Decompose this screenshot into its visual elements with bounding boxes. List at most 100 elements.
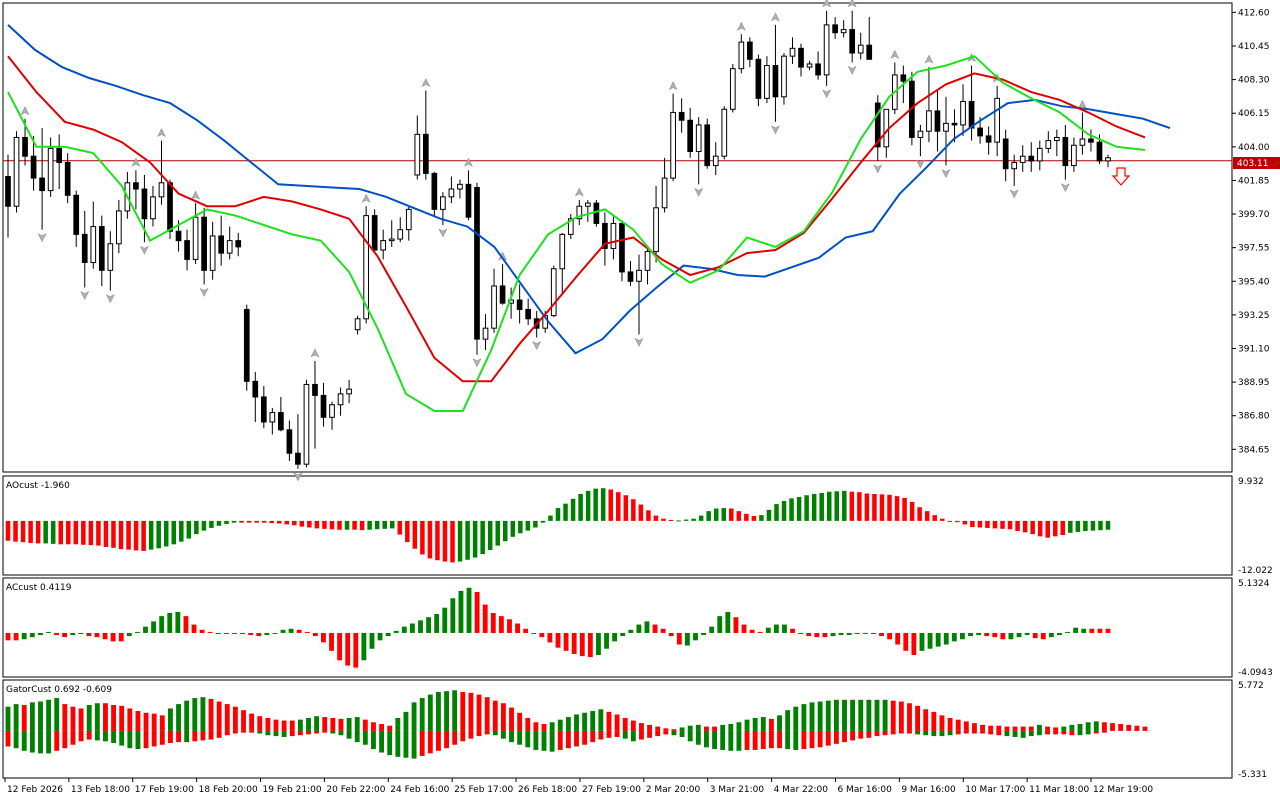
fractal-up-marker [924, 54, 934, 64]
ao-bar [631, 499, 636, 521]
gator-upper-bar [1101, 722, 1107, 731]
ao-bar [442, 520, 448, 562]
ao-bar [209, 520, 214, 528]
gator-upper-bar [38, 701, 43, 731]
candle-body [474, 186, 480, 340]
ao-bar [879, 494, 885, 521]
gator-lower-bar [1028, 730, 1034, 737]
gator-upper-bar [671, 729, 677, 731]
gator-lower-bar [362, 730, 368, 745]
candle-body [934, 110, 941, 132]
ac-bar [183, 616, 189, 633]
gator-lower-bar [135, 730, 141, 750]
ao-bar [405, 520, 410, 543]
gator-lower-bar [371, 730, 376, 750]
ac-bar [1024, 632, 1030, 636]
candle-body [22, 136, 28, 157]
ac-bar [401, 626, 407, 633]
price-tick-label: 397.55 [1238, 244, 1270, 254]
gator-upper-bar [639, 723, 644, 731]
gator-lower-bar [103, 730, 108, 742]
gator-upper-bar [533, 722, 539, 731]
time-tick-label: 18 Feb 20:00 [199, 785, 258, 795]
gator-lower-bar [241, 730, 246, 733]
candle-body [619, 222, 625, 273]
ac-histogram [5, 587, 1111, 668]
gator-lower-bar [232, 730, 238, 734]
main-price-panel[interactable] [2, 2, 1233, 473]
ao-bar [5, 520, 11, 541]
time-tick-label: 19 Feb 21:00 [263, 785, 322, 795]
candle-body [371, 215, 378, 251]
gator-lower-bar [630, 730, 636, 742]
ao-bar [450, 520, 455, 563]
ao-bar [977, 520, 983, 528]
ac-bar [644, 621, 650, 633]
gator-upper-bar [606, 711, 612, 731]
candle-body [218, 235, 225, 254]
gator-lower-bar [842, 730, 847, 743]
gator-upper-bar [768, 718, 774, 731]
gator-lower-bar [395, 730, 401, 757]
candle-body [1019, 155, 1026, 163]
gator-lower-bar [5, 730, 11, 747]
ao-bar [691, 518, 696, 521]
fractal-up-marker [668, 81, 678, 91]
gator-upper-bar [793, 706, 799, 731]
ao-bar [510, 520, 516, 537]
gator-lower-bar [679, 730, 685, 737]
gator-lower-bar [517, 730, 523, 745]
candle-body [201, 216, 207, 271]
ao-bar [88, 520, 94, 546]
ao-bar [955, 520, 960, 523]
gator-lower-bar [338, 730, 344, 736]
gator-lower-bar [890, 730, 896, 735]
fractal-up-marker [131, 157, 141, 167]
candle-body [755, 58, 762, 99]
ac-bar [409, 623, 415, 633]
gator-upper-bar [379, 723, 385, 731]
candle-body [951, 122, 958, 126]
ac-panel[interactable] [2, 577, 1233, 678]
ma-line-lime [7, 55, 1146, 412]
gator-label: GatorCust 0.692 -0.609 [6, 685, 112, 695]
gator-upper-bar [655, 726, 661, 731]
ac-bar [782, 624, 787, 633]
fractal-down-marker [694, 187, 704, 197]
gator-upper-bar [833, 699, 839, 731]
candle-body [806, 63, 813, 68]
ac-bar [798, 632, 804, 635]
gator-upper-bar [874, 699, 880, 731]
ao-bar [683, 519, 689, 521]
ac-bar [911, 632, 917, 656]
ao-bar [1060, 520, 1066, 536]
ac-bar [1032, 632, 1038, 639]
ao-bar [1007, 520, 1013, 530]
ac-bar [830, 632, 836, 637]
ac-bar [725, 611, 731, 633]
gator-lower-bar [29, 730, 35, 753]
ao-bar [804, 495, 809, 521]
gator-lower-bar [184, 730, 190, 743]
ao-bar [133, 520, 139, 551]
candle-body [1028, 155, 1035, 162]
candle-body [661, 177, 668, 209]
gator-lower-bar [216, 730, 222, 738]
ao-bar [246, 520, 252, 523]
ao-bar [329, 520, 335, 530]
main-plot-layer [3, 0, 1232, 482]
ao-bar [50, 520, 56, 544]
ao-bar [111, 520, 116, 548]
ac-bar [393, 630, 399, 633]
gator-lower-bar [955, 730, 961, 735]
gator-upper-bar [452, 690, 458, 731]
gator-upper-bar [574, 714, 579, 731]
gator-upper-bar [46, 699, 52, 731]
gator-lower-bar [858, 730, 864, 739]
ao-bar [600, 488, 606, 521]
gator-lower-bar [549, 730, 555, 752]
gator-upper-bar [736, 722, 742, 731]
time-tick-label: 11 Mar 18:00 [1029, 785, 1089, 795]
candle-body [1062, 136, 1069, 167]
